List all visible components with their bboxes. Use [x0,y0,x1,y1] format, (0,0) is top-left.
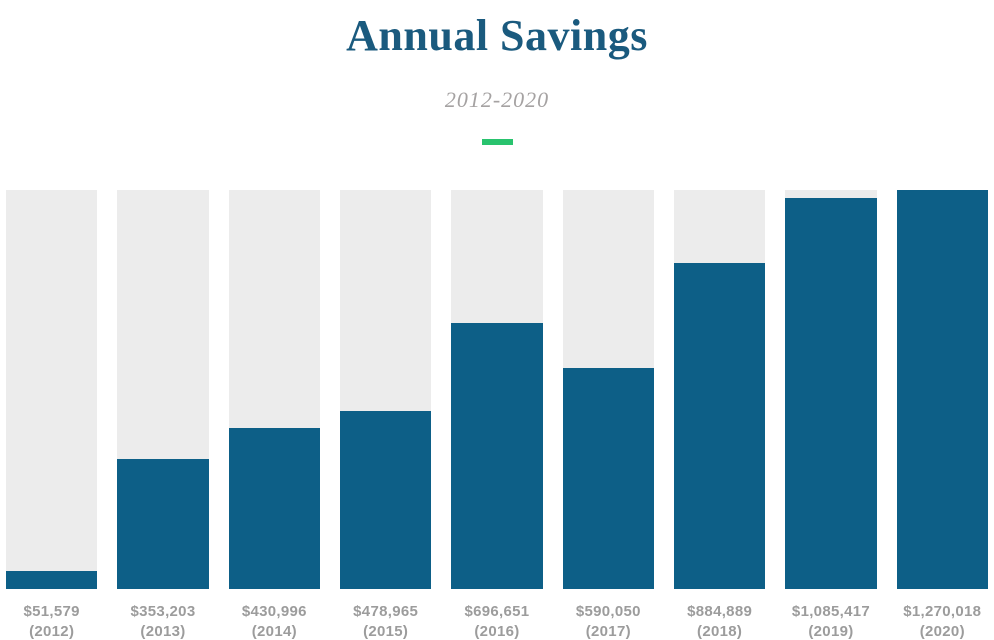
bar-fill [451,322,543,589]
bar-value-label: $51,579 [23,603,80,620]
bar-track [673,190,766,589]
bar-label: $51,579 (2012) [6,602,97,640]
bar-label: $696,651 (2016) [451,602,542,640]
bar-year-label: (2020) [919,623,965,640]
bar-fill [339,411,432,589]
bar-fill [896,190,988,589]
bar-column-2019: $1,085,417 (2019) [785,190,877,640]
bar-chart: $51,579 (2012) $353,203 (2013) $430,996 … [0,190,994,640]
accent-dash-container [0,139,994,145]
bar-label: $478,965 (2015) [340,602,431,640]
bar-fill [562,368,654,589]
page-title: Annual Savings [346,11,648,60]
bar-column-2017: $590,050 (2017) [562,190,654,640]
annual-savings-widget: Annual Savings 2012-2020 $51,579 (2012) … [0,10,994,640]
bar-label: $1,085,417 (2019) [785,602,876,640]
bar-column-2012: $51,579 (2012) [6,190,98,640]
bar-track [339,190,432,589]
bar-value-label: $590,050 [575,603,641,620]
bar-value-label: $430,996 [241,603,307,620]
bar-label: $884,889 (2018) [674,602,765,640]
bar-track [228,190,320,589]
bar-track [785,190,877,589]
page-subtitle: 2012-2020 [444,87,550,112]
bar-fill [673,262,766,589]
bar-year-label: (2018) [697,623,743,640]
bar-year-label: (2015) [363,623,409,640]
bar-column-2014: $430,996 (2014) [228,190,320,640]
bar-fill [785,198,877,589]
bar-year-label: (2013) [140,623,186,640]
bar-value-label: $696,651 [464,603,530,620]
bar-year-label: (2016) [474,623,520,640]
bar-track [117,190,209,589]
bar-year-label: (2014) [251,623,297,640]
bar-value-label: $478,965 [353,603,419,620]
bar-column-2020: $1,270,018 (2020) [896,190,988,640]
bar-year-label: (2019) [808,623,854,640]
bar-label: $430,996 (2014) [229,602,320,640]
bar-track [562,190,654,589]
bar-label: $1,270,018 (2020) [897,602,988,640]
bar-fill [117,459,209,589]
bar-track [451,190,543,589]
bar-label: $590,050 (2017) [563,602,654,640]
bar-year-label: (2012) [29,623,75,640]
bar-fill [228,427,320,589]
bar-track [896,190,988,589]
bar-year-label: (2017) [585,623,631,640]
bar-value-label: $353,203 [130,603,196,620]
bar-value-label: $1,085,417 [791,603,870,620]
bar-track [6,190,98,589]
bar-value-label: $884,889 [687,603,753,620]
bar-fill [6,570,98,589]
bar-column-2015: $478,965 (2015) [339,190,432,640]
bar-column-2013: $353,203 (2013) [117,190,209,640]
bar-value-label: $1,270,018 [903,603,982,620]
accent-dash [481,139,513,145]
bar-column-2018: $884,889 (2018) [673,190,766,640]
bar-column-2016: $696,651 (2016) [451,190,543,640]
bar-label: $353,203 (2013) [117,602,208,640]
